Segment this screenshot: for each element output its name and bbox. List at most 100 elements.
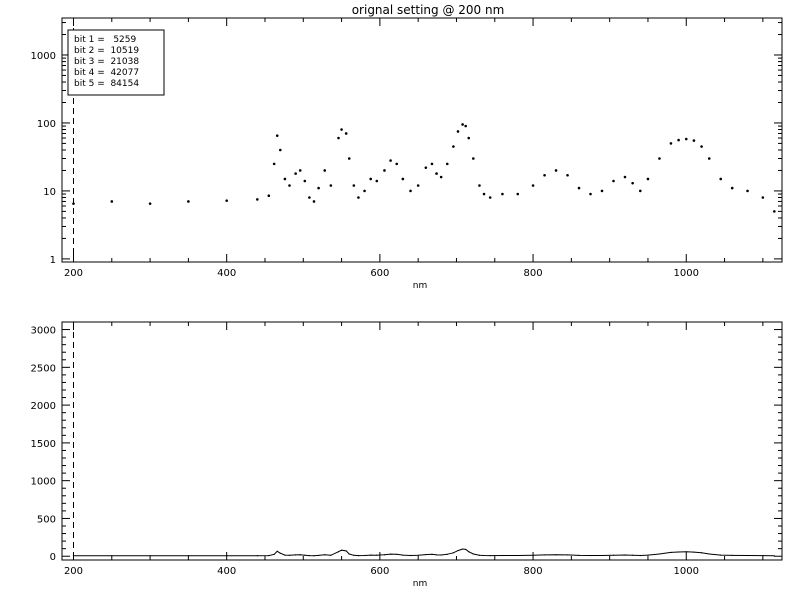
data-point xyxy=(773,555,775,557)
data-point xyxy=(446,553,448,555)
legend-entry: bit 5 = 84154 xyxy=(74,79,139,89)
data-point xyxy=(600,189,604,193)
data-point xyxy=(330,554,332,556)
data-point xyxy=(631,181,634,185)
data-point xyxy=(483,554,485,557)
data-point xyxy=(389,553,392,555)
x-tick-label: 800 xyxy=(524,566,543,577)
data-point xyxy=(273,553,275,555)
data-point xyxy=(517,554,519,557)
data-point xyxy=(440,554,442,556)
data-point xyxy=(337,136,340,140)
data-point xyxy=(278,148,282,152)
data-point xyxy=(639,554,641,557)
y-tick-label: 0 xyxy=(50,552,56,563)
data-point xyxy=(389,159,392,162)
data-point xyxy=(409,189,412,193)
x-tick-label: 400 xyxy=(217,566,236,577)
data-point xyxy=(708,553,710,555)
series-line xyxy=(73,548,775,557)
data-point xyxy=(308,196,311,199)
data-point xyxy=(268,554,270,557)
data-point xyxy=(452,145,455,148)
data-point xyxy=(684,137,688,141)
data-point xyxy=(312,200,316,203)
data-point xyxy=(352,184,356,187)
data-point xyxy=(566,173,569,177)
data-point xyxy=(700,552,703,554)
data-point xyxy=(516,192,520,196)
data-point xyxy=(344,132,348,135)
data-point xyxy=(279,552,281,554)
chart-title: orignal setting @ 200 nm xyxy=(352,3,505,17)
data-point xyxy=(472,157,475,160)
data-point xyxy=(601,554,603,557)
data-point xyxy=(347,157,351,160)
data-point xyxy=(555,554,557,556)
data-point xyxy=(317,554,320,556)
y-tick-label: 2000 xyxy=(31,401,56,412)
data-point xyxy=(465,548,467,551)
data-point xyxy=(402,554,404,556)
legend-entry: bit 3 = 21038 xyxy=(74,57,139,67)
data-point xyxy=(383,169,386,172)
data-point xyxy=(720,554,722,556)
data-point xyxy=(348,553,350,555)
data-point xyxy=(478,184,481,187)
data-point xyxy=(72,555,75,557)
data-point xyxy=(445,162,449,166)
data-point xyxy=(501,192,504,196)
plot-frame xyxy=(61,17,783,263)
data-point xyxy=(256,198,259,201)
x-tick-label: 800 xyxy=(524,268,543,279)
data-point xyxy=(308,555,311,557)
y-tick-label: 1 xyxy=(50,255,56,266)
axis-ticks: 200 400 600 800 1000 0 500 1000 1500 2000 2500 3000 xyxy=(31,322,782,577)
x-tick-label: 600 xyxy=(370,566,389,577)
y-tick-label: 1000 xyxy=(31,477,56,488)
data-point xyxy=(357,196,360,199)
x-tick-label: 200 xyxy=(64,268,83,279)
data-point xyxy=(456,130,460,133)
data-point xyxy=(531,184,535,187)
data-point xyxy=(324,554,326,556)
data-point xyxy=(692,139,696,142)
legend-entry: bit 4 = 42077 xyxy=(74,68,139,78)
data-point xyxy=(482,192,486,196)
data-point xyxy=(461,548,464,550)
data-point xyxy=(416,184,420,187)
data-point xyxy=(488,196,492,199)
x-tick-label: 1000 xyxy=(674,268,699,279)
data-point xyxy=(304,554,306,556)
data-point xyxy=(340,549,343,551)
x-tick-label: 1000 xyxy=(674,566,699,577)
data-point xyxy=(746,554,749,557)
x-tick-label: 400 xyxy=(217,268,236,279)
data-point xyxy=(345,550,347,552)
data-point xyxy=(369,177,372,181)
y-tick-label: 1000 xyxy=(31,51,56,62)
data-point xyxy=(638,189,642,193)
data-point xyxy=(746,189,749,193)
data-point xyxy=(267,194,271,198)
data-point xyxy=(317,186,320,190)
data-point xyxy=(376,554,378,556)
data-point xyxy=(566,554,569,556)
data-point xyxy=(284,554,286,556)
data-point xyxy=(439,175,443,179)
legend-box xyxy=(67,29,165,96)
data-point xyxy=(294,172,297,175)
data-point xyxy=(340,128,343,131)
data-point xyxy=(532,554,534,556)
data-point xyxy=(395,162,399,166)
data-point xyxy=(435,172,438,175)
legend-entry: bit 1 = 5259 xyxy=(74,35,136,45)
data-point xyxy=(670,551,672,554)
data-point xyxy=(295,554,297,556)
data-point xyxy=(589,554,592,557)
data-point xyxy=(288,554,291,556)
data-point xyxy=(543,554,546,556)
data-point xyxy=(623,175,627,179)
data-point xyxy=(707,157,711,160)
